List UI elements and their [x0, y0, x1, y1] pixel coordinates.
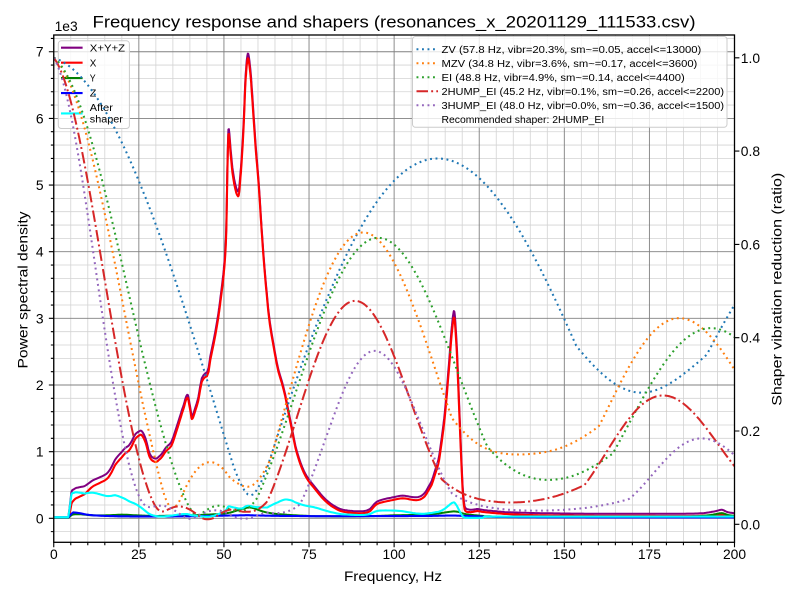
- svg-text:0.2: 0.2: [741, 423, 760, 439]
- svg-text:3HUMP_EI (48.0 Hz, vibr=0.0%,: 3HUMP_EI (48.0 Hz, vibr=0.0%, sm~=0.36, …: [442, 101, 725, 112]
- svg-text:75: 75: [301, 546, 317, 562]
- svg-text:200: 200: [723, 546, 746, 562]
- svg-text:50: 50: [216, 546, 232, 562]
- svg-text:Z: Z: [90, 89, 97, 100]
- svg-text:Frequency response and shapers: Frequency response and shapers (resonanc…: [93, 13, 696, 32]
- svg-text:MZV (34.8 Hz, vibr=3.6%, sm~=0: MZV (34.8 Hz, vibr=3.6%, sm~=0.17, accel…: [442, 59, 698, 70]
- svg-text:Frequency, Hz: Frequency, Hz: [344, 568, 442, 584]
- svg-text:6: 6: [36, 110, 44, 126]
- svg-text:After: After: [90, 103, 114, 114]
- svg-text:4: 4: [36, 244, 44, 260]
- svg-text:150: 150: [553, 546, 576, 562]
- svg-text:0.8: 0.8: [741, 143, 761, 159]
- svg-text:100: 100: [383, 546, 406, 562]
- svg-text:175: 175: [638, 546, 661, 562]
- svg-text:Recommended shaper: 2HUMP_EI: Recommended shaper: 2HUMP_EI: [442, 115, 605, 126]
- svg-text:EI (48.8 Hz, vibr=4.9%, sm~=0.: EI (48.8 Hz, vibr=4.9%, sm~=0.14, accel<…: [442, 73, 685, 84]
- svg-text:2HUMP_EI (45.2 Hz, vibr=0.1%,: 2HUMP_EI (45.2 Hz, vibr=0.1%, sm~=0.26, …: [442, 87, 725, 98]
- svg-text:ZV (57.8 Hz, vibr=20.3%, sm~=0: ZV (57.8 Hz, vibr=20.3%, sm~=0.05, accel…: [442, 45, 702, 56]
- svg-text:2: 2: [36, 377, 44, 393]
- svg-text:25: 25: [131, 546, 147, 562]
- svg-text:3: 3: [36, 310, 44, 326]
- svg-text:1: 1: [36, 444, 44, 460]
- svg-text:5: 5: [36, 177, 44, 193]
- svg-text:125: 125: [468, 546, 491, 562]
- svg-text:0: 0: [36, 510, 44, 526]
- svg-text:X+Y+Z: X+Y+Z: [90, 43, 125, 54]
- svg-text:Power spectral density: Power spectral density: [14, 211, 30, 368]
- svg-text:0.0: 0.0: [741, 516, 761, 532]
- svg-text:Y: Y: [90, 74, 96, 85]
- svg-text:1e3: 1e3: [55, 18, 78, 34]
- svg-text:7: 7: [36, 44, 44, 60]
- svg-text:1.0: 1.0: [741, 50, 761, 66]
- svg-text:X: X: [90, 58, 97, 69]
- svg-text:0.6: 0.6: [741, 236, 761, 252]
- svg-text:shaper: shaper: [90, 114, 124, 125]
- svg-text:Shaper vibration reduction (ra: Shaper vibration reduction (ratio): [769, 173, 785, 406]
- svg-text:0: 0: [50, 546, 58, 562]
- svg-text:0.4: 0.4: [741, 330, 761, 346]
